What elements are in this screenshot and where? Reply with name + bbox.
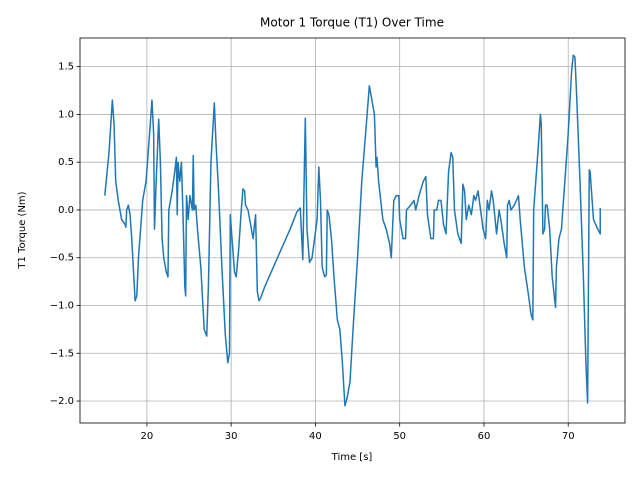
y-tick-label: −2.0	[50, 396, 74, 407]
x-tick-label: 40	[309, 431, 322, 442]
x-tick-label: 30	[225, 431, 238, 442]
y-tick-label: 0.0	[58, 205, 74, 216]
y-tick-label: −0.5	[50, 253, 74, 264]
y-tick-label: −1.5	[50, 348, 74, 359]
x-tick-label: 70	[562, 431, 575, 442]
x-tick-label: 20	[141, 431, 154, 442]
data-line	[104, 54, 601, 407]
y-tick-label: 1.5	[58, 62, 74, 73]
plot-frame	[79, 37, 626, 424]
x-tick-label: 50	[393, 431, 406, 442]
chart-title: Motor 1 Torque (T1) Over Time	[260, 16, 444, 30]
y-tick-label: 0.5	[58, 157, 74, 168]
x-tick-label: 60	[478, 431, 491, 442]
y-tick-label: 1.0	[58, 109, 74, 120]
x-axis-label: Time [s]	[331, 452, 373, 463]
y-axis-label: T1 Torque (Nm)	[17, 191, 28, 269]
y-tick-label: −1.0	[50, 300, 74, 311]
